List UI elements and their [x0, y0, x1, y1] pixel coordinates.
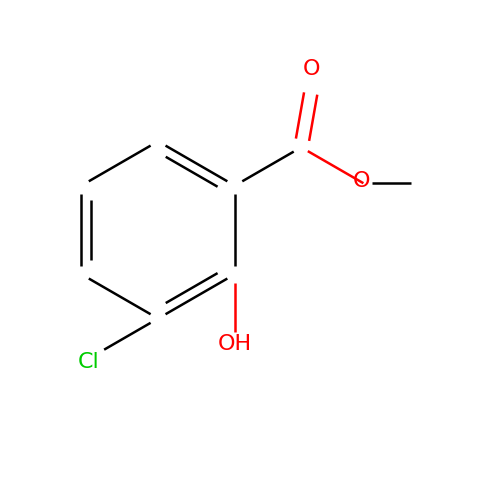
Text: O: O	[303, 59, 321, 79]
Text: Cl: Cl	[78, 352, 99, 372]
Text: O: O	[352, 171, 370, 191]
Text: OH: OH	[218, 334, 252, 354]
